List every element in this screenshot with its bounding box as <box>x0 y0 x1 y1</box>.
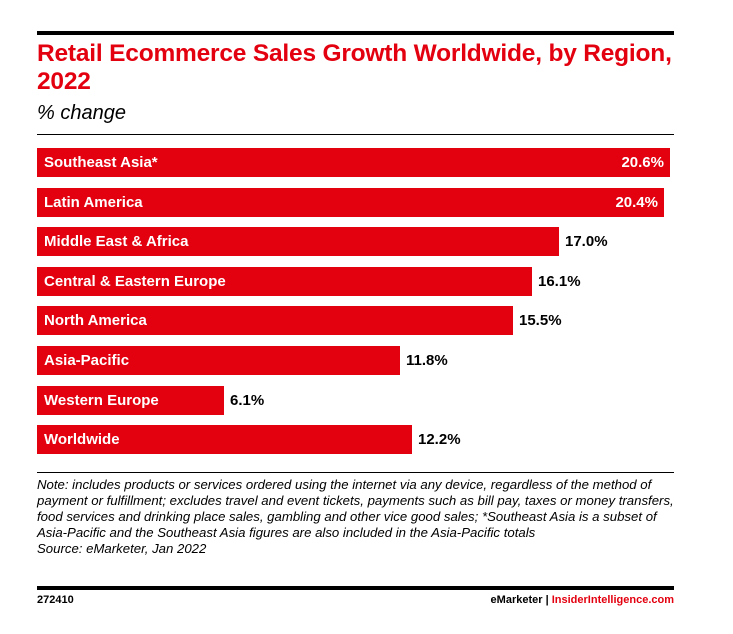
chart-note: Note: includes products or services orde… <box>37 477 677 557</box>
bar-value-label: 16.1% <box>538 273 581 290</box>
brand-separator: | <box>545 594 549 606</box>
bar <box>37 188 664 217</box>
bar-value-label: 6.1% <box>230 392 265 409</box>
source-text: Source: eMarketer, Jan 2022 <box>37 541 207 556</box>
bar-category-label: Southeast Asia* <box>44 154 158 171</box>
title-divider <box>37 134 674 135</box>
bar <box>37 306 513 335</box>
brand-emarketer: eMarketer <box>490 594 543 606</box>
bar <box>37 425 412 454</box>
bar <box>37 267 532 296</box>
bar-value-label: 20.4% <box>615 194 658 211</box>
bar-chart: Southeast Asia* 20.6% Latin America 20.4% Mi… <box>37 148 674 458</box>
bar-category-label: North America <box>44 312 147 329</box>
bar-value-label: 20.6% <box>621 154 664 171</box>
chart-id: 272410 <box>37 594 74 606</box>
bar-value-label: 12.2% <box>418 431 461 448</box>
footer-brand: eMarketer | InsiderIntelligence.com <box>491 594 674 606</box>
bar-category-label: Middle East & Africa <box>44 233 189 250</box>
bar-category-label: Western Europe <box>44 392 159 409</box>
bar-category-label: Central & Eastern Europe <box>44 273 226 290</box>
bar-value-label: 17.0% <box>565 233 608 250</box>
bar-category-label: Worldwide <box>44 431 120 448</box>
bar-value-label: 11.8% <box>406 352 448 369</box>
brand-insider: InsiderIntelligence.com <box>551 594 674 606</box>
bar <box>37 148 670 177</box>
bar-category-label: Asia-Pacific <box>44 352 130 369</box>
bar <box>37 346 400 375</box>
chart-divider <box>37 472 674 473</box>
bar-category-label: Latin America <box>44 194 143 211</box>
bar <box>37 227 559 256</box>
bar-value-label: 15.5% <box>519 312 562 329</box>
note-text: Note: includes products or services orde… <box>37 477 674 540</box>
chart-subtitle: % change <box>37 102 126 124</box>
bar <box>37 386 224 415</box>
footer-rule <box>37 586 674 590</box>
chart-title: Retail Ecommerce Sales Growth Worldwide,… <box>37 40 672 95</box>
top-rule <box>37 31 674 35</box>
